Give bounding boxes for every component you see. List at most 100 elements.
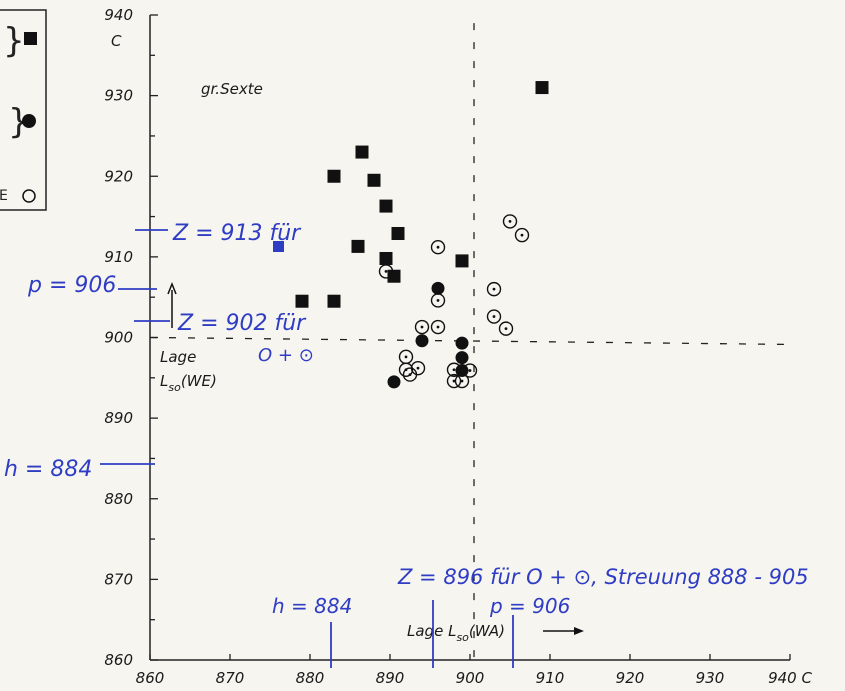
data-point-open-circle: [398, 362, 414, 377]
data-point-square: [387, 269, 401, 283]
y-axis-title: Lage Lso(WE): [160, 348, 217, 394]
data-point-square: [535, 81, 549, 95]
data-point-open-circle: [430, 239, 446, 255]
data-point-open-circle-dot: [520, 233, 524, 237]
legend: } } E: [0, 9, 47, 211]
x-ticks: 860 870 880 890 900 910 920 930 940 C: [136, 654, 812, 687]
data-point-open-circle: [446, 373, 462, 389]
data-point-open-circle: [430, 319, 446, 335]
y-axis-title-main: L: [160, 372, 168, 390]
data-point-open-circle-dot: [384, 269, 388, 273]
ink-z902: Z = 902 für: [177, 311, 307, 336]
x-tick-label: 920: [616, 669, 645, 687]
data-point-square: [379, 251, 393, 265]
data-point-square: [455, 254, 469, 268]
ink-h884-bottom: h = 884: [272, 594, 352, 618]
data-point-open-circle: [430, 293, 446, 308]
y-tick-label: 910: [104, 248, 133, 266]
y-tick-label: 880: [104, 490, 133, 508]
y-ticks: 860 870 880 890 900 910 920 930 940: [104, 6, 158, 669]
annotation-gr-sexte: gr.Sexte: [201, 80, 263, 98]
legend-filled-circle-marker: [22, 114, 36, 128]
x-tick-label: 880: [296, 669, 325, 687]
y-tick-label: 940: [104, 6, 133, 24]
legend-open-circle-marker: [22, 189, 36, 203]
legend-brace-1: }: [3, 21, 25, 61]
x-tick-label: 940 C: [768, 669, 812, 687]
y-tick-label: 900: [104, 329, 133, 347]
data-point-open-circle: [454, 373, 470, 389]
y-axis-title-suffix: (WE): [181, 372, 217, 390]
y-tick-label: 870: [104, 570, 133, 588]
reference-lines: [149, 23, 796, 660]
data-point-open-circle: [502, 214, 518, 229]
data-point-open-circle: [486, 281, 502, 297]
data-point-open-circle: [378, 264, 394, 279]
data-point-filled-circle: [455, 351, 469, 365]
data-point-square: [367, 173, 381, 187]
data-point-open-circle-dot: [436, 299, 440, 302]
legend-box: [0, 9, 47, 211]
ink-p906-bottom: p = 906: [489, 594, 570, 618]
svg-text:Lso(WE): Lso(WE): [160, 372, 217, 394]
data-point-open-circle: [410, 360, 426, 376]
x-tick-label: 860: [136, 669, 165, 687]
data-point-square: [327, 169, 341, 183]
data-point-open-circle-dot: [460, 379, 464, 383]
data-point-open-circle: [462, 363, 478, 378]
data-point-square: [327, 294, 341, 308]
ink-p906-left: p = 906: [27, 273, 116, 298]
data-point-open-circle-dot: [504, 327, 508, 331]
y-tick-label: 890: [104, 409, 133, 427]
data-point-filled-circle: [455, 336, 469, 350]
x-axis-title-sub: so: [456, 631, 469, 644]
data-point-open-circle-dot: [452, 368, 456, 372]
x-axis-arrow-head: [574, 627, 584, 635]
data-point-square: [355, 145, 369, 159]
data-point-square: [295, 294, 309, 308]
data-point-open-circle-dot: [492, 287, 496, 291]
data-markers: [295, 81, 549, 389]
x-tick-label: 890: [376, 669, 405, 687]
svg-text:Lage Lso(WA): Lage Lso(WA): [407, 622, 505, 644]
data-point-open-circle-dot: [404, 355, 408, 359]
data-point-open-circle-dot: [436, 245, 440, 249]
data-point-open-circle: [486, 309, 502, 324]
data-point-open-circle: [446, 362, 462, 377]
data-point-open-circle-dot: [408, 373, 412, 376]
data-point-filled-circle: [415, 334, 429, 348]
ink-z896: Z = 896 für O + ⊙, Streuung 888 - 905: [397, 565, 809, 589]
ink-square-symbol: [273, 241, 284, 252]
x-axis-title-suffix: (WA): [469, 622, 505, 640]
y-axis-title-sub: so: [168, 381, 181, 394]
y-tick-label: 930: [104, 87, 133, 105]
data-point-open-circle-dot: [420, 325, 424, 329]
x-tick-label: 910: [536, 669, 565, 687]
data-point-open-circle-dot: [468, 369, 472, 372]
data-point-open-circle-dot: [452, 379, 456, 383]
handwritten-annotations: Z = 913 für p = 906 Z = 902 für O + ⊙ h …: [4, 221, 809, 668]
legend-brace-2: }: [8, 102, 30, 142]
x-tick-label: 900: [456, 669, 485, 687]
data-point-open-circle-dot: [492, 315, 496, 318]
data-point-open-circle: [514, 227, 530, 243]
ink-h884-left: h = 884: [4, 457, 92, 482]
legend-label-e: E: [0, 188, 8, 204]
data-point-open-circle-dot: [416, 366, 420, 370]
data-point-open-circle-dot: [508, 220, 512, 223]
ink-arrow-up-head: [167, 281, 177, 295]
y-tick-label: 860: [104, 651, 133, 669]
data-point-open-circle: [414, 319, 430, 335]
data-point-square: [391, 226, 405, 240]
data-point-square: [351, 239, 365, 253]
x-axis-title: Lage Lso(WA): [407, 622, 584, 644]
legend-square-marker: [24, 32, 37, 45]
data-point-filled-circle: [387, 375, 401, 389]
data-point-filled-circle: [431, 281, 445, 295]
y-axis-title-line1: Lage: [160, 348, 196, 366]
data-point-square: [379, 199, 393, 213]
x-tick-label: 930: [696, 669, 725, 687]
y-axis-unit: C: [111, 32, 122, 50]
